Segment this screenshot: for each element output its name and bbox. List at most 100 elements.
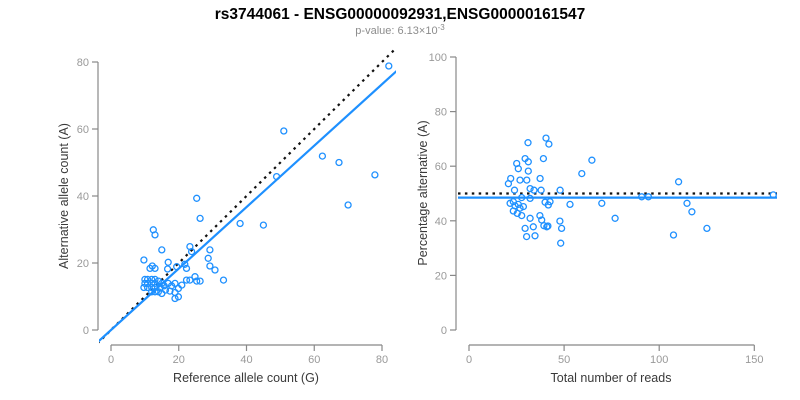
data-point (163, 265, 172, 273)
data-point (151, 288, 159, 296)
data-point (703, 224, 711, 233)
data-point (522, 232, 531, 241)
data-point (182, 264, 191, 273)
data-point (539, 154, 548, 163)
x-tick-label: 100 (650, 354, 668, 366)
y-tick-label: 20 (435, 270, 447, 282)
data-point (524, 167, 532, 175)
data-point (182, 276, 191, 284)
data-point (186, 276, 194, 284)
y-tick-label: 40 (77, 191, 89, 203)
x-tick-label: 50 (558, 354, 570, 366)
y-tick-label: 80 (435, 107, 447, 119)
y-tick-label: 60 (435, 161, 447, 173)
data-point (529, 223, 537, 231)
data-point (524, 158, 532, 166)
data-point (206, 246, 214, 254)
data-point (524, 139, 532, 147)
data-point (143, 275, 152, 284)
data-point (385, 62, 393, 70)
right-x-axis-title: Total number of reads (551, 371, 672, 385)
data-point (187, 247, 196, 256)
data-point (181, 260, 189, 268)
y-tick-label: 80 (77, 57, 89, 69)
data-point (140, 256, 148, 264)
data-point (557, 224, 566, 233)
x-tick-label: 40 (240, 354, 252, 366)
data-point (193, 194, 201, 202)
y-tick-label: 0 (83, 325, 89, 337)
pvalue-exponent: -3 (438, 23, 446, 32)
pvalue-text: p-value: 6.13×10 (355, 25, 437, 37)
data-point (546, 198, 554, 206)
x-tick-label: 80 (376, 354, 388, 366)
data-point (674, 178, 683, 186)
data-point (530, 186, 538, 194)
data-point (174, 293, 183, 301)
data-point (526, 194, 534, 203)
y-tick-label: 100 (429, 52, 447, 64)
data-point (544, 222, 552, 230)
data-point (537, 186, 545, 194)
x-tick-label: 0 (466, 354, 472, 366)
data-point (536, 174, 544, 183)
data-point (272, 172, 281, 181)
data-point (769, 191, 777, 199)
data-point (344, 201, 352, 209)
data-point (514, 165, 522, 173)
y-tick-label: 40 (435, 216, 447, 228)
data-point (318, 152, 327, 160)
data-point (143, 283, 152, 292)
data-point (557, 239, 565, 247)
data-point (158, 246, 166, 254)
left-x-axis-title: Reference allele count (G) (173, 371, 319, 385)
data-point (173, 263, 181, 271)
left-y-axis-title: Alternative allele count (A) (57, 123, 71, 269)
data-point (536, 211, 544, 220)
data-point (518, 211, 526, 220)
plot-data-area (458, 134, 777, 247)
data-point (542, 134, 550, 142)
data-point (526, 184, 534, 193)
data-point (638, 193, 646, 201)
data-point (196, 277, 204, 285)
data-point (556, 217, 564, 225)
data-point (196, 214, 204, 223)
data-point (151, 264, 159, 273)
right-y-axis-title: Percentage alternative (A) (416, 120, 430, 265)
data-point (193, 277, 201, 285)
data-point (598, 199, 606, 207)
data-point (204, 254, 212, 262)
data-point (178, 281, 186, 289)
y-tick-label: 60 (77, 124, 89, 136)
data-point (556, 186, 564, 194)
data-point (545, 140, 553, 148)
data-point (683, 199, 691, 207)
data-point (236, 219, 244, 228)
right-scatter-plot: Total number of reads Percentage alterna… (416, 52, 777, 385)
figure-subtitle: p-value: 6.13×10-3 (355, 23, 445, 37)
data-point (510, 186, 519, 194)
data-point (140, 283, 148, 292)
y-tick-label: 20 (77, 258, 89, 270)
fitted-ratio-line (99, 70, 396, 343)
x-tick-label: 20 (173, 354, 185, 366)
data-point (161, 286, 170, 294)
data-point (644, 193, 653, 201)
data-point (504, 180, 513, 188)
y-tick-label: 0 (441, 325, 447, 337)
data-point (335, 158, 343, 167)
data-point (566, 200, 574, 209)
left-scatter-plot: Reference allele count (G) Alternative a… (57, 48, 396, 385)
plot-data-area (99, 48, 396, 344)
data-point (151, 231, 159, 239)
data-point (523, 176, 531, 184)
x-tick-label: 0 (108, 354, 114, 366)
identity-expected-line (99, 48, 396, 344)
data-point (611, 214, 619, 222)
data-point (578, 169, 586, 178)
data-point (219, 276, 228, 284)
data-point (588, 156, 596, 164)
data-point (191, 273, 199, 281)
